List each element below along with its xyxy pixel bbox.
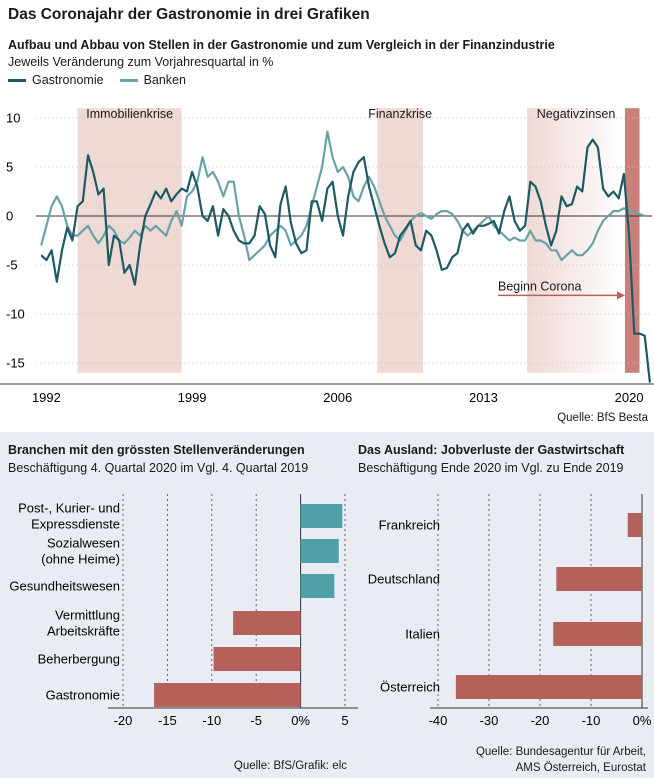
x-tick-label: -20 (531, 713, 550, 728)
bar (300, 504, 343, 528)
legend-item-gastronomie: Gastronomie (8, 73, 104, 87)
chart-1-legend: Gastronomie Banken (8, 73, 202, 87)
y-tick-label: 5 (6, 160, 13, 175)
shade-period (527, 108, 625, 373)
bar (455, 675, 642, 699)
chart-2-title: Branchen mit den grössten Stellenverände… (8, 443, 305, 457)
x-tick-label: -5 (250, 713, 262, 728)
chart-3-source-line-2: AMS Österreich, Eurostat (515, 762, 646, 774)
bar (300, 574, 335, 598)
legend-swatch-gastronomie (8, 78, 26, 82)
legend-label-banken: Banken (143, 73, 186, 87)
x-tick-label: 2013 (469, 390, 498, 405)
legend-item-banken: Banken (119, 73, 186, 87)
line-chart: Immobilienkrise Finanzkrise Negativzinsen 1… (0, 107, 654, 405)
page-title: Das Coronajahr der Gastronomie in drei G… (8, 6, 370, 23)
category-label: Deutschland (368, 572, 440, 587)
x-tick-label: -40 (429, 713, 448, 728)
bar (154, 683, 301, 707)
bar (233, 611, 301, 635)
x-tick-label: 1992 (32, 390, 61, 405)
x-tick-label: 0% (291, 713, 310, 728)
shade-period-label: Finanzkrise (368, 107, 432, 121)
series-line-gastronomie (40, 138, 651, 383)
chart-1-source: Quelle: BfS Besta (557, 412, 648, 424)
chart-3-title: Das Ausland: Jobverluste der Gastwirtsch… (358, 443, 625, 457)
category-label: Gesundheitswesen (9, 579, 120, 594)
y-tick-label: -15 (6, 356, 25, 371)
category-label: Post-, Kurier- und (18, 501, 120, 516)
category-label: Beherbergung (38, 652, 120, 667)
x-tick-label: 0% (633, 713, 652, 728)
bar (300, 539, 339, 563)
shade-period (77, 108, 182, 373)
y-tick-label: 10 (6, 111, 20, 126)
chart-2-source: Quelle: BfS/Grafik: elc (233, 760, 347, 772)
chart-3-source-line-1: Quelle: Bundesagentur für Arbeit, (475, 746, 646, 758)
annotation-arrow-head (617, 291, 625, 300)
x-tick-label: 2020 (615, 390, 644, 405)
x-tick-label: 2006 (323, 390, 352, 405)
shade-period-label: Immobilienkrise (86, 107, 173, 121)
bar (556, 567, 642, 591)
category-label: Vermittlung (55, 608, 120, 623)
category-label: Österreich (380, 680, 440, 695)
category-label: (ohne Heime) (41, 552, 120, 567)
bar (213, 647, 301, 671)
shade-corona (624, 108, 640, 373)
bar-chart-branchen: -20 -15 -10 -5 0% 5 Post-, Kurier- undExpressd… (9, 494, 358, 728)
bar (553, 622, 642, 646)
chart-2-subtitle: Beschäftigung 4. Quartal 2020 im Vgl. 4.… (8, 461, 309, 475)
x-tick-label: -10 (202, 713, 221, 728)
category-label: Gastronomie (46, 688, 120, 703)
category-label: Italien (405, 627, 440, 642)
y-tick-label: 0 (6, 209, 13, 224)
chart-1-title: Aufbau und Abbau von Stellen in der Gast… (8, 38, 555, 52)
category-label: Expressdienste (31, 517, 120, 532)
chart-1-subtitle: Jeweils Veränderung zum Vorjahresquartal… (8, 55, 274, 69)
category-label: Arbeitskräfte (47, 624, 120, 639)
shade-period-label: Negativzinsen (537, 107, 616, 121)
category-label: Sozialwesen (47, 536, 120, 551)
legend-swatch-banken (119, 78, 138, 82)
x-tick-label: -30 (480, 713, 499, 728)
y-tick-label: -5 (6, 258, 18, 273)
category-label: Frankreich (379, 518, 440, 533)
bar-chart-ausland: -40 -30 -20 -10 0% Frankreich Deutschland Itali… (368, 494, 652, 728)
bottom-panel (0, 432, 654, 778)
x-tick-label: -15 (158, 713, 177, 728)
y-tick-label: -10 (6, 307, 25, 322)
annotation-label: Beginn Corona (498, 279, 581, 293)
chart-3-subtitle: Beschäftigung Ende 2020 im Vgl. zu Ende … (358, 461, 624, 475)
bar (627, 513, 642, 537)
x-tick-label: 5 (341, 713, 348, 728)
x-tick-label: -20 (114, 713, 133, 728)
x-tick-label: 1999 (178, 390, 207, 405)
x-tick-label: -10 (582, 713, 601, 728)
chart-3-source: Quelle: Bundesagentur für Arbeit, AMS Ös… (476, 744, 646, 776)
legend-label-gastronomie: Gastronomie (32, 73, 104, 87)
